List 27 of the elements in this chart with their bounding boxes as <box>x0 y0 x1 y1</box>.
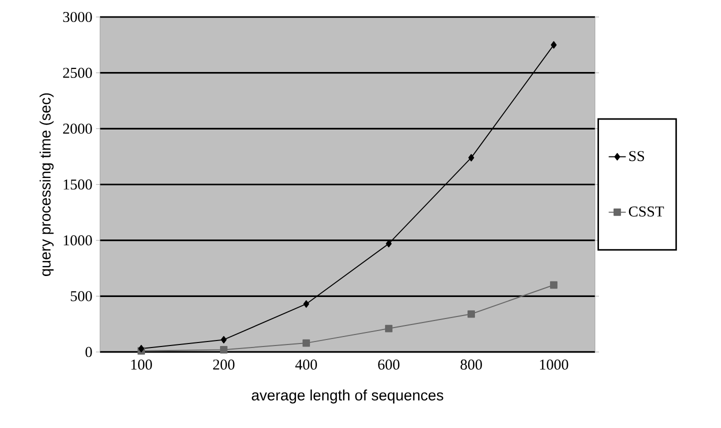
y-tick-label: 2000 <box>63 124 92 134</box>
legend-label: CSST <box>628 206 664 217</box>
x-tick-label: 100 <box>131 360 152 370</box>
y-axis-title: query processing time (sec) <box>40 93 54 276</box>
point <box>138 344 144 352</box>
x-tick-label: 1000 <box>540 360 568 370</box>
point <box>468 154 474 162</box>
point <box>302 339 310 347</box>
x-tick-label: 600 <box>378 360 400 370</box>
y-tick-label: 500 <box>70 291 92 302</box>
point <box>385 324 392 332</box>
point <box>550 281 558 289</box>
legend-label: SS <box>629 151 644 162</box>
x-tick-label: 400 <box>295 360 317 370</box>
y-tick-label: 2500 <box>63 68 92 78</box>
y-tick-label: 1000 <box>64 235 92 246</box>
point <box>303 300 310 308</box>
point <box>550 41 557 49</box>
x-axis-title: average length of sequences <box>252 390 444 404</box>
point <box>220 336 227 344</box>
x-tick-label: 200 <box>213 360 234 370</box>
y-tick-label: 3000 <box>63 12 92 22</box>
y-tick-label: 0 <box>86 346 92 358</box>
point <box>220 346 228 354</box>
point <box>468 310 475 318</box>
x-tick-label: 800 <box>460 360 482 370</box>
y-tick-label: 1500 <box>64 179 92 190</box>
